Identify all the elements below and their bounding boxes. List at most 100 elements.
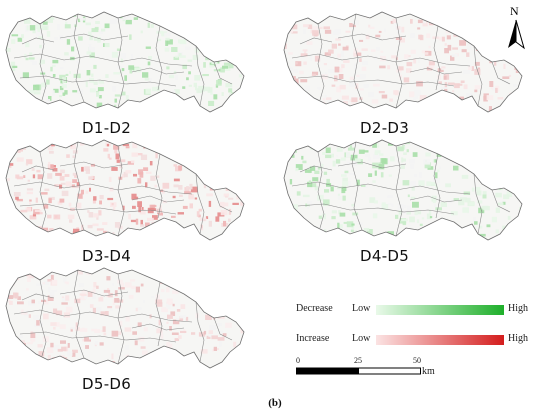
change-cell <box>417 219 419 223</box>
change-cell <box>165 48 170 52</box>
change-cell <box>130 109 133 111</box>
change-cell <box>435 207 442 210</box>
change-cell <box>35 210 42 212</box>
change-cell <box>365 154 370 157</box>
change-cell <box>66 74 69 76</box>
change-cell <box>32 168 35 171</box>
change-cell <box>150 161 153 165</box>
change-cell <box>472 188 474 192</box>
change-cell <box>427 101 430 104</box>
legend-increase-row: Increase Low High <box>296 332 546 348</box>
change-cell <box>148 15 153 18</box>
change-cell <box>99 201 102 205</box>
change-cell <box>232 149 236 152</box>
change-cell <box>519 140 525 144</box>
change-cell <box>215 216 219 221</box>
change-cell <box>66 181 72 186</box>
change-cell <box>514 221 518 226</box>
change-cell <box>211 335 218 339</box>
change-cell <box>469 148 476 151</box>
change-cell <box>470 109 475 114</box>
change-cell <box>295 168 298 171</box>
change-cell <box>469 202 475 205</box>
change-cell <box>478 167 481 171</box>
change-cell <box>402 106 407 110</box>
change-cell <box>407 62 413 66</box>
change-cell <box>19 335 23 338</box>
change-cell <box>132 153 138 157</box>
change-cell <box>503 194 509 199</box>
change-cell <box>89 188 91 192</box>
change-cell <box>52 234 55 238</box>
change-cell <box>462 175 469 179</box>
change-cell <box>69 203 72 207</box>
change-cell <box>93 196 96 200</box>
change-cell <box>143 300 146 302</box>
change-cell <box>293 69 298 73</box>
change-cell <box>451 211 458 215</box>
change-cell <box>331 216 335 219</box>
change-cell <box>368 157 371 161</box>
change-cell <box>13 147 16 152</box>
change-cell <box>489 81 493 87</box>
change-cell <box>379 31 382 33</box>
change-cell <box>115 94 121 96</box>
change-cell <box>499 145 505 148</box>
change-cell <box>508 160 514 166</box>
change-cell <box>178 165 182 170</box>
change-cell <box>198 172 204 175</box>
change-cell <box>370 27 375 29</box>
change-cell <box>193 111 196 115</box>
change-cell <box>52 65 56 67</box>
change-cell <box>163 364 167 368</box>
change-cell <box>131 160 135 163</box>
change-cell <box>136 361 141 363</box>
change-cell <box>349 234 354 238</box>
change-cell <box>397 26 401 30</box>
change-cell <box>453 166 459 171</box>
change-cell <box>216 80 222 86</box>
change-cell <box>14 212 16 216</box>
change-cell <box>114 298 119 303</box>
change-cell <box>115 222 120 228</box>
change-cell <box>72 350 78 353</box>
change-cell <box>232 355 237 359</box>
map-panel-d4-d5: D4-D5 <box>278 132 528 254</box>
change-cell <box>148 62 151 66</box>
change-cell <box>347 110 350 116</box>
change-cell <box>344 222 348 224</box>
change-cell <box>208 157 212 161</box>
change-cell <box>104 333 107 336</box>
change-cell <box>283 168 285 172</box>
change-cell <box>317 233 322 236</box>
change-cell <box>410 19 413 24</box>
change-cell <box>316 235 320 241</box>
change-cell <box>507 150 514 154</box>
change-cell <box>4 342 9 347</box>
change-cell <box>319 216 322 219</box>
change-cell <box>229 295 231 298</box>
change-cell <box>134 240 140 243</box>
change-cell <box>307 201 312 205</box>
change-cell <box>303 49 308 51</box>
change-cell <box>335 38 341 40</box>
change-cell <box>174 108 179 111</box>
change-cell <box>38 301 41 304</box>
change-cell <box>110 187 114 191</box>
change-cell <box>48 198 51 203</box>
change-cell <box>50 67 52 72</box>
change-cell <box>22 364 29 367</box>
change-cell <box>82 233 86 238</box>
change-cell <box>174 13 177 16</box>
change-cell <box>24 355 27 359</box>
change-cell <box>146 47 151 49</box>
change-cell <box>79 283 84 287</box>
change-cell <box>501 158 506 163</box>
change-cell <box>163 104 166 107</box>
change-cell <box>381 172 384 177</box>
change-cell <box>209 201 211 207</box>
change-cell <box>214 159 219 163</box>
change-cell <box>93 65 96 69</box>
change-cell <box>156 367 162 371</box>
change-cell <box>413 97 416 100</box>
